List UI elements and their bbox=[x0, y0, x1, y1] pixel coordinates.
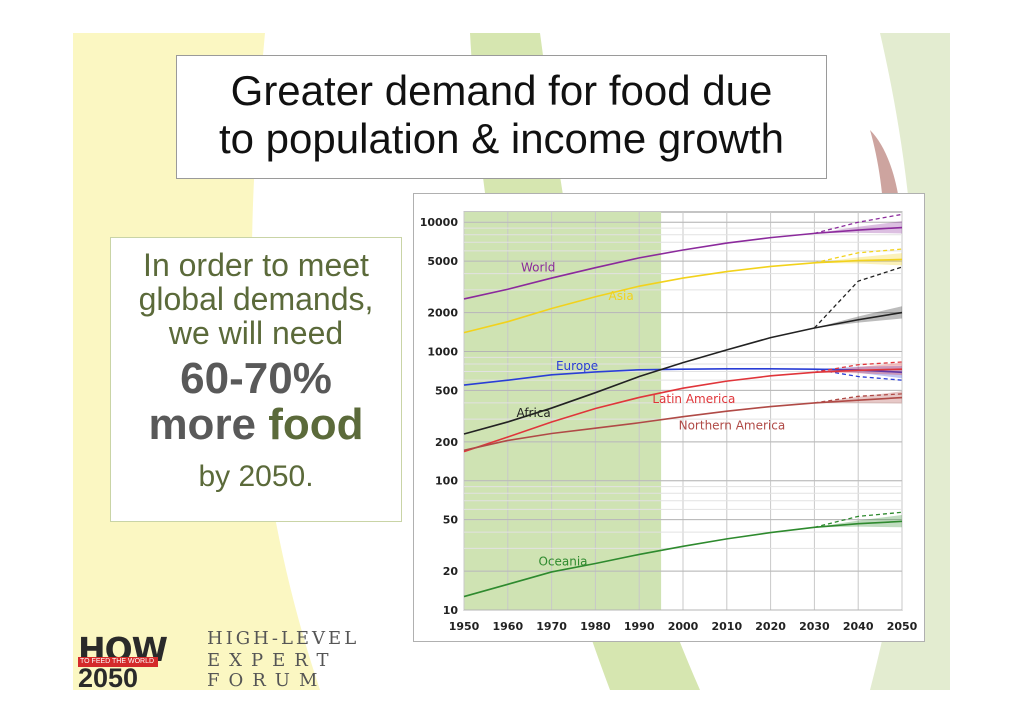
y-tick-label: 5000 bbox=[427, 255, 458, 268]
y-tick-label: 100 bbox=[435, 475, 458, 488]
x-tick-label: 2000 bbox=[668, 620, 699, 633]
series-label: Latin America bbox=[652, 392, 735, 406]
x-tick-label: 1990 bbox=[624, 620, 655, 633]
x-tick-label: 2040 bbox=[843, 620, 874, 633]
slide-title-box: Greater demand for food due to populatio… bbox=[176, 55, 827, 179]
series-line bbox=[463, 258, 903, 334]
series-line bbox=[463, 311, 903, 435]
message-line-3: we will need bbox=[168, 315, 344, 351]
slide-title-line-2: to population & income growth bbox=[218, 115, 784, 162]
message-more: more bbox=[148, 400, 269, 449]
series-label: Northern America bbox=[679, 418, 786, 432]
population-chart: 1950 1960 1970 1980 1990 2000 2010 2020 2030 2040… bbox=[420, 211, 918, 633]
projection-high-line bbox=[814, 393, 903, 404]
x-tick-label: 1970 bbox=[536, 620, 567, 633]
y-tick-label: 50 bbox=[443, 514, 459, 527]
message-line-2: global demands, bbox=[138, 281, 374, 317]
message-food: food bbox=[268, 400, 364, 449]
series-label: Oceania bbox=[538, 555, 587, 569]
x-tick-label: 1960 bbox=[492, 620, 523, 633]
message-by-year: by 2050. bbox=[198, 460, 314, 493]
projection-band bbox=[814, 515, 902, 528]
population-chart-frame: 1950 1960 1970 1980 1990 2000 2010 2020 2030 2040… bbox=[413, 193, 925, 642]
x-tick-label: 2030 bbox=[799, 620, 830, 633]
logo-year: 2050 bbox=[78, 663, 139, 693]
projection-high-line bbox=[814, 361, 903, 373]
projection-high-line bbox=[813, 266, 903, 329]
series-line bbox=[463, 226, 903, 300]
projection-band bbox=[814, 221, 902, 234]
y-tick-label: 10000 bbox=[420, 216, 459, 229]
forum-line-3: FORUM bbox=[207, 670, 327, 691]
series-label: Europe bbox=[556, 359, 598, 373]
series-line bbox=[463, 520, 903, 598]
y-tick-label: 10 bbox=[443, 604, 459, 617]
forum-line-1: HIGH-LEVEL bbox=[207, 628, 360, 649]
logo-subtitle: TO FEED THE WORLD bbox=[78, 657, 158, 667]
y-tick-label: 1000 bbox=[427, 345, 458, 358]
y-tick-label: 20 bbox=[443, 565, 459, 578]
x-tick-label: 1980 bbox=[580, 620, 611, 633]
series-line bbox=[463, 396, 903, 452]
projection-band bbox=[814, 391, 902, 404]
series-label: World bbox=[521, 261, 555, 275]
x-tick-label: 1950 bbox=[449, 620, 480, 633]
slide-title-line-1: Greater demand for food due bbox=[230, 67, 773, 114]
x-tick-label: 2050 bbox=[887, 620, 918, 633]
y-tick-label: 500 bbox=[435, 384, 458, 397]
y-tick-label: 200 bbox=[435, 436, 458, 449]
message-line-1: In order to meet bbox=[143, 247, 369, 283]
projection-high-line bbox=[814, 511, 903, 528]
forum-line-2: EXPERT bbox=[207, 650, 338, 671]
historical-period-shade bbox=[464, 212, 662, 610]
x-tick-label: 2020 bbox=[755, 620, 786, 633]
series-label: Africa bbox=[517, 406, 551, 420]
projection-high-line bbox=[814, 248, 903, 264]
series-line bbox=[463, 368, 903, 453]
y-tick-label: 2000 bbox=[427, 307, 458, 320]
x-tick-label: 2010 bbox=[711, 620, 742, 633]
message-more-food: more food bbox=[111, 402, 401, 448]
message-percentage: 60-70% bbox=[180, 354, 332, 403]
projection-high-line bbox=[814, 213, 903, 235]
projection-band bbox=[814, 306, 902, 328]
series-label: Asia bbox=[609, 289, 634, 303]
message-box: In order to meet global demands, we will… bbox=[110, 237, 402, 522]
